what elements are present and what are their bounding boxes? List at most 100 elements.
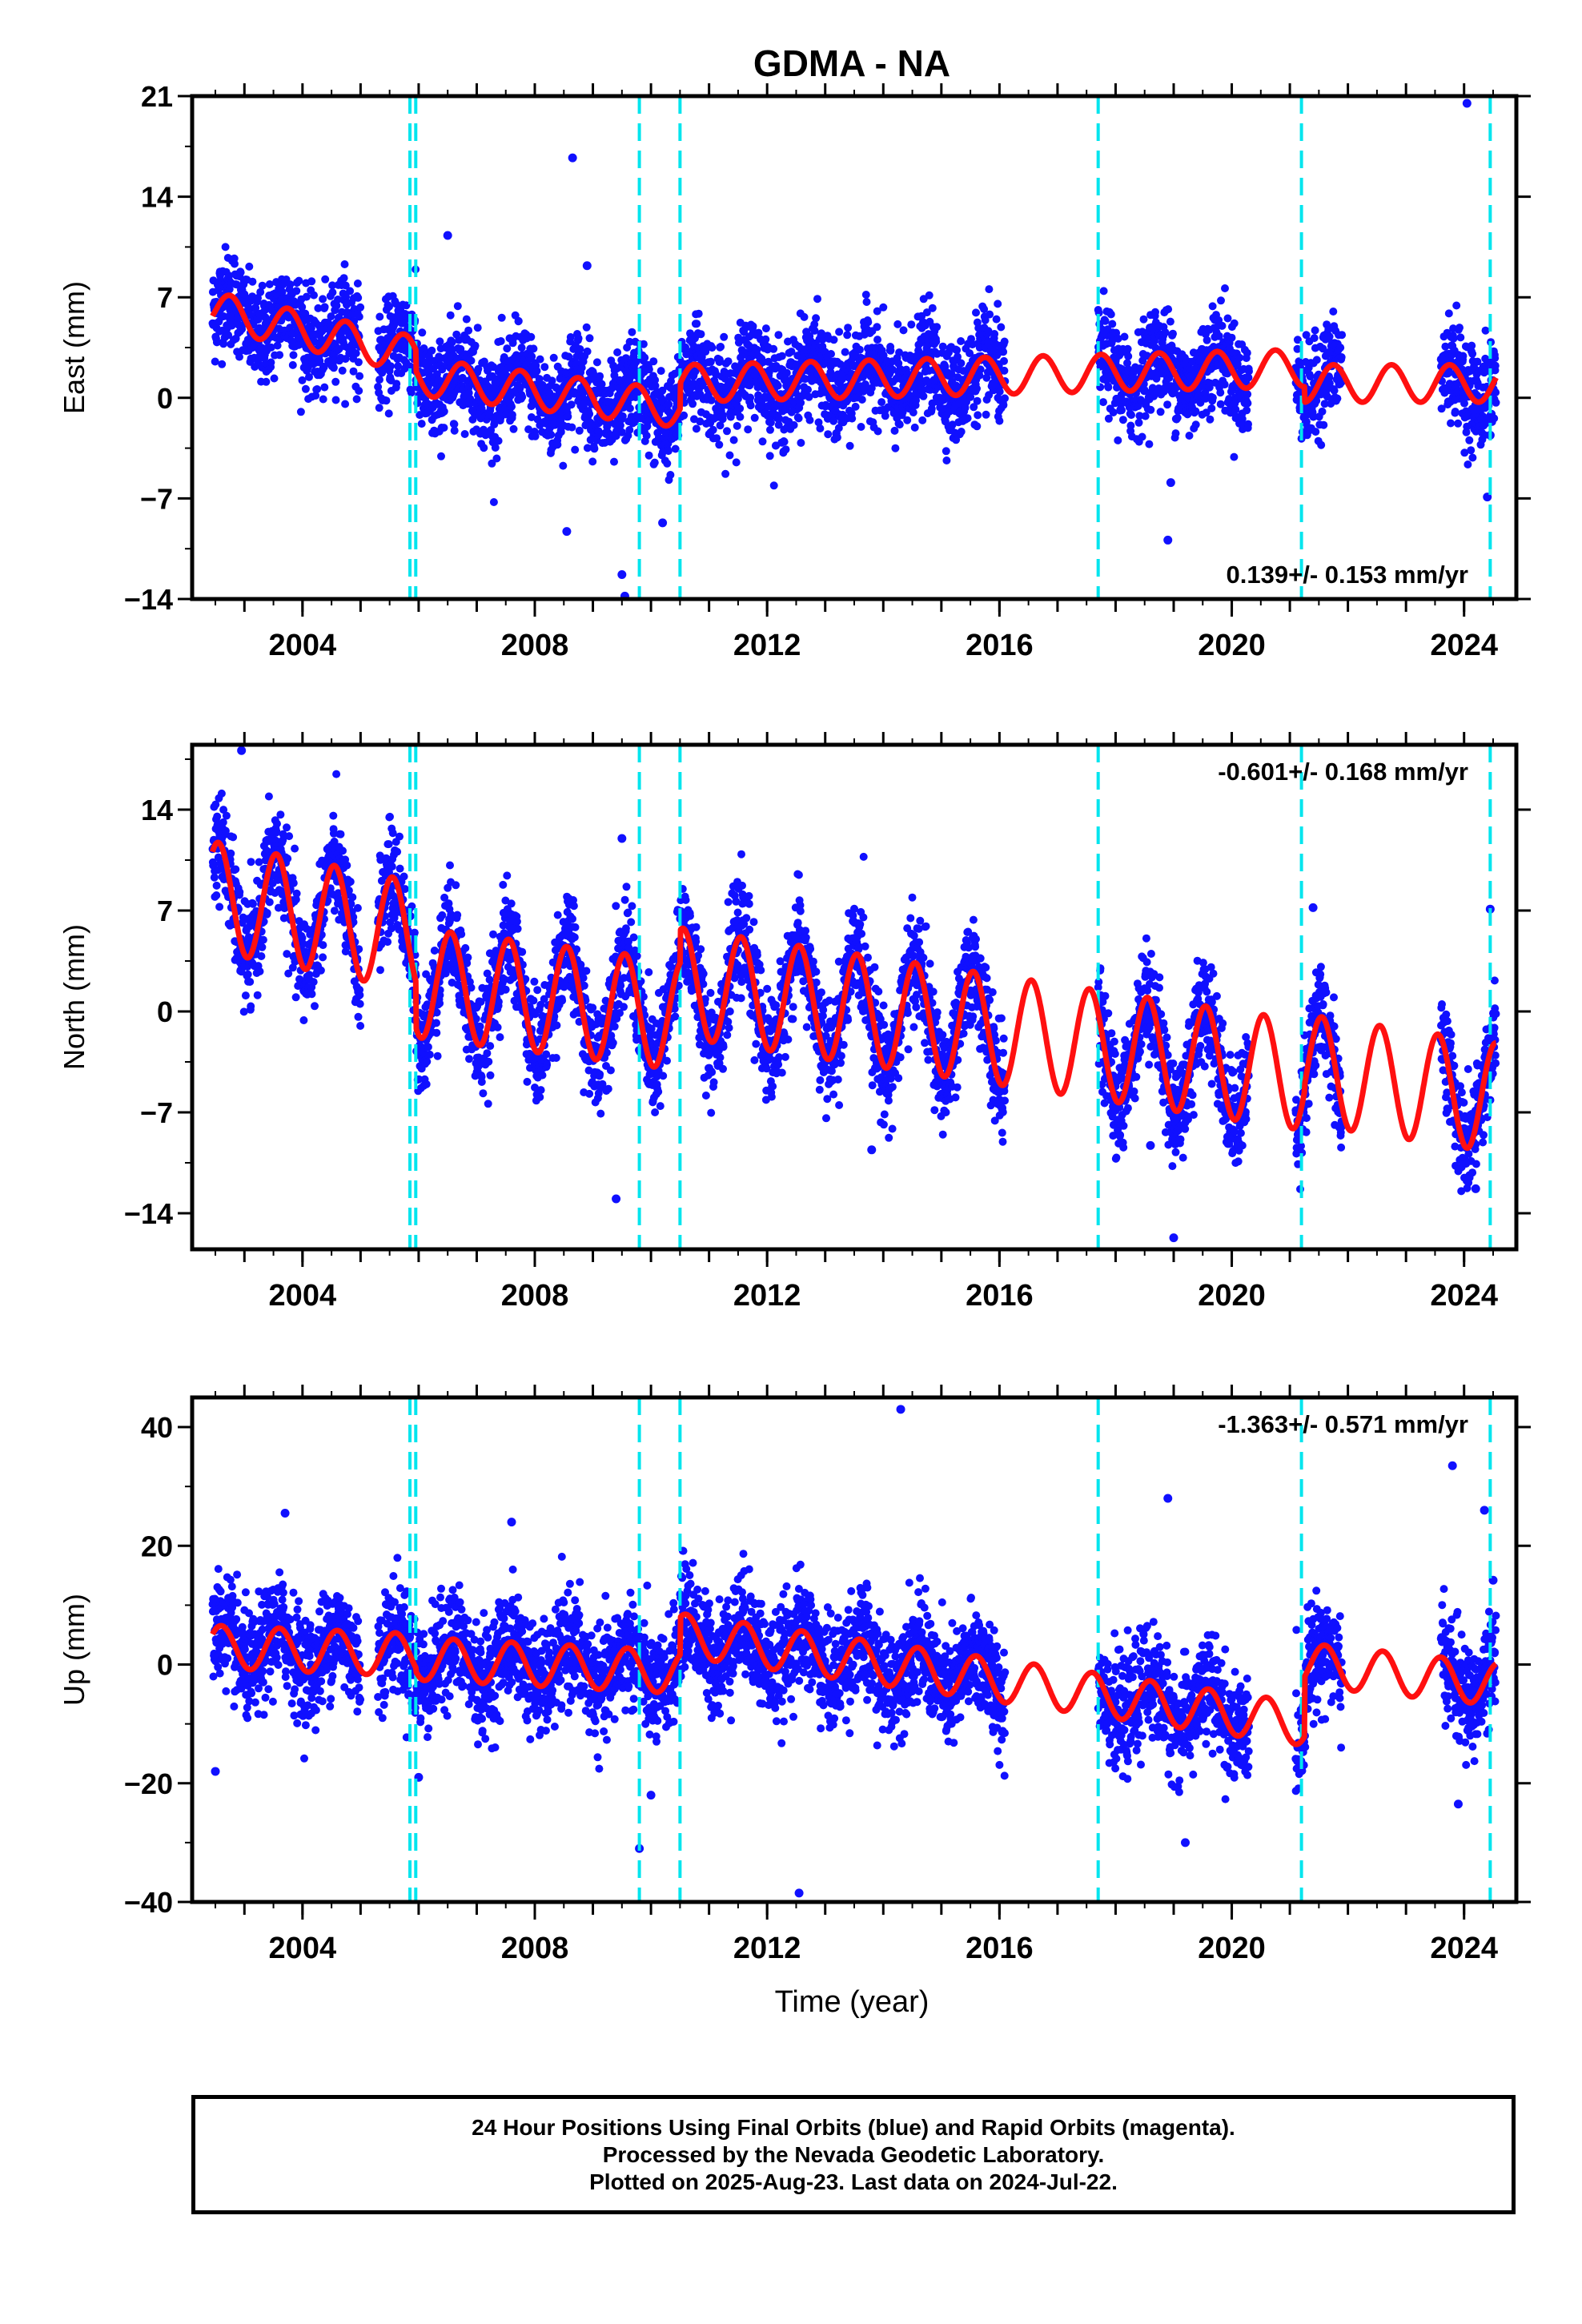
data-point <box>211 357 219 366</box>
data-point <box>938 342 947 351</box>
data-point <box>797 398 805 407</box>
data-point <box>621 354 630 363</box>
data-point <box>332 770 341 778</box>
data-point <box>765 452 774 460</box>
data-point <box>639 340 648 348</box>
data-point <box>339 846 347 855</box>
data-point <box>1203 336 1211 344</box>
data-point <box>267 343 275 352</box>
data-point <box>816 424 825 432</box>
data-point <box>394 362 403 371</box>
data-point <box>692 424 701 433</box>
data-point <box>549 353 558 362</box>
outlier-point <box>617 569 627 579</box>
data-point <box>706 357 715 366</box>
data-point <box>298 303 307 312</box>
data-point <box>352 395 361 404</box>
data-point <box>339 274 348 283</box>
data-points-0 <box>208 99 1500 599</box>
data-point <box>262 377 271 386</box>
data-point <box>253 991 262 999</box>
data-point <box>709 425 717 434</box>
data-point <box>466 395 475 404</box>
data-point <box>933 323 942 332</box>
data-point <box>219 340 228 348</box>
data-point <box>761 335 770 344</box>
data-point <box>222 811 231 820</box>
data-point <box>391 300 400 308</box>
data-point <box>995 416 1004 425</box>
data-point <box>1099 398 1107 407</box>
data-point <box>997 323 1006 332</box>
data-point <box>417 420 426 428</box>
data-point <box>346 878 355 886</box>
data-point <box>264 792 273 801</box>
data-point <box>1139 315 1148 324</box>
data-point <box>229 833 238 842</box>
data-point <box>1243 406 1251 415</box>
data-point <box>909 408 917 416</box>
data-point <box>590 444 599 453</box>
data-point <box>942 447 950 456</box>
data-point <box>773 381 782 390</box>
data-point <box>787 348 796 356</box>
outlier-point <box>1462 99 1472 108</box>
data-point <box>349 367 358 376</box>
data-point <box>617 428 626 436</box>
data-point <box>1114 436 1122 444</box>
data-point <box>436 337 444 346</box>
data-point <box>331 396 340 404</box>
data-point <box>663 459 672 468</box>
data-point <box>243 970 252 979</box>
data-point <box>697 330 705 339</box>
data-point <box>616 421 624 430</box>
data-point <box>283 854 292 863</box>
data-point <box>582 323 591 332</box>
data-point <box>749 322 757 331</box>
data-point <box>1220 380 1229 389</box>
data-point <box>299 1016 308 1024</box>
data-point <box>644 451 653 460</box>
data-point <box>919 392 928 400</box>
data-point <box>467 356 476 365</box>
data-point <box>813 295 821 304</box>
data-point <box>524 425 533 434</box>
data-point <box>489 498 498 506</box>
data-point <box>311 1002 319 1011</box>
data-point <box>236 268 245 277</box>
data-point <box>1311 326 1319 335</box>
data-point <box>1230 319 1239 328</box>
data-point <box>235 352 243 361</box>
data-point <box>1451 408 1460 416</box>
data-point <box>1099 287 1108 296</box>
data-point <box>585 334 594 343</box>
data-point <box>656 367 665 376</box>
data-point <box>1333 394 1342 403</box>
data-point <box>632 357 640 366</box>
data-point <box>218 360 227 368</box>
data-point <box>248 277 257 286</box>
data-point <box>886 346 895 355</box>
data-point <box>625 425 634 434</box>
y-tick-label: 14 <box>141 181 173 214</box>
data-point <box>1456 333 1465 342</box>
data-point <box>528 352 536 361</box>
data-point <box>531 432 540 440</box>
data-point <box>301 309 310 318</box>
data-point <box>1444 309 1453 318</box>
data-point <box>301 384 310 393</box>
data-point <box>694 309 703 318</box>
data-point <box>782 368 791 377</box>
data-point <box>810 326 819 335</box>
data-point <box>462 315 471 324</box>
data-point <box>468 415 477 424</box>
data-point <box>283 823 291 832</box>
data-point <box>1169 329 1177 338</box>
data-point <box>440 424 448 432</box>
data-point <box>1492 398 1500 407</box>
data-point <box>255 967 264 975</box>
data-point <box>750 413 759 422</box>
data-point <box>1208 302 1217 311</box>
data-point <box>536 355 544 364</box>
